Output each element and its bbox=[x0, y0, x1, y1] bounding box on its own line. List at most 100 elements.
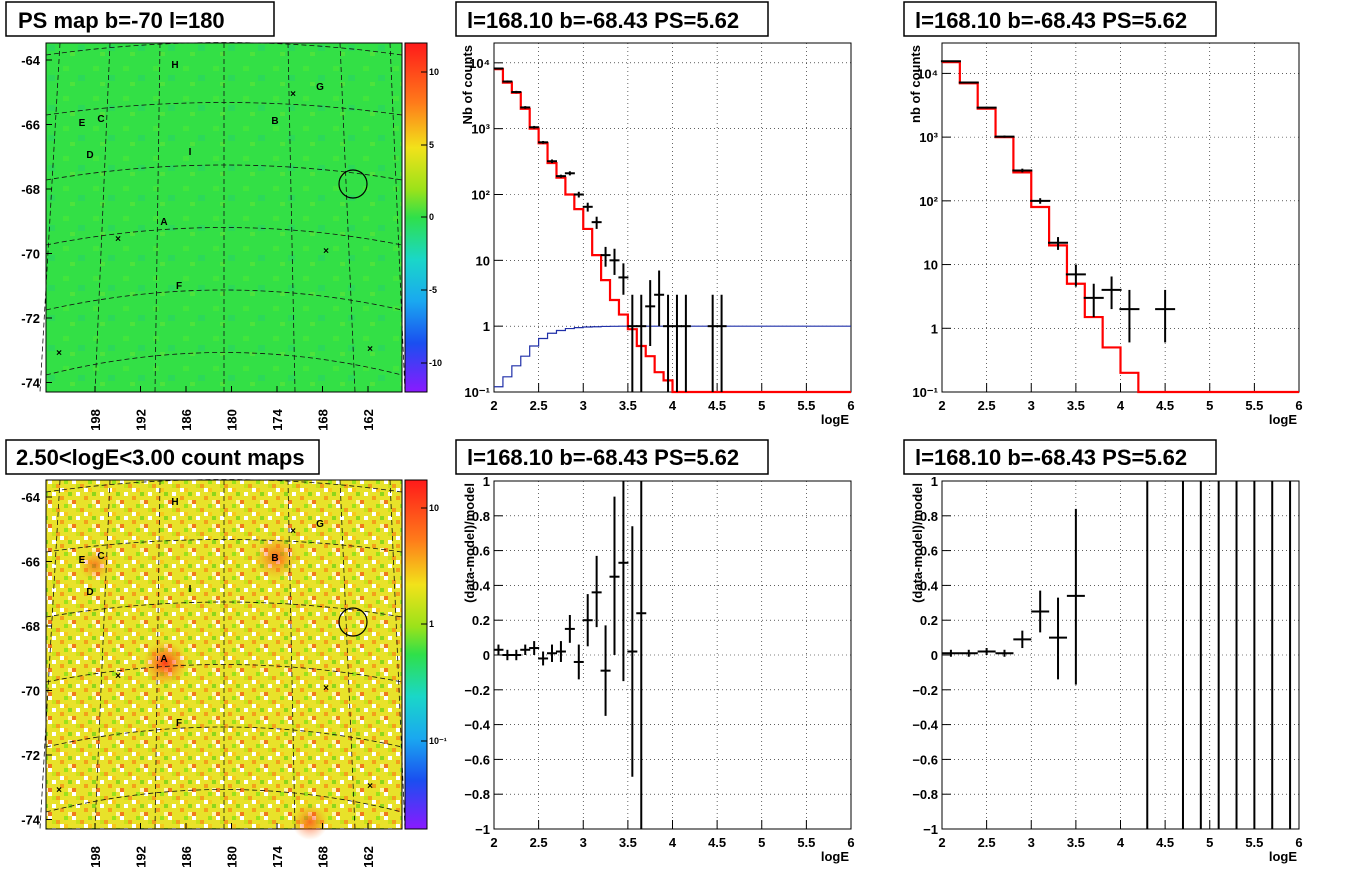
ps-map-lon-tick-label: 162 bbox=[361, 409, 376, 431]
residual-right-plot: 2 2.5 3 3.5 4 4.5 5 5.5 6 −1 −0.8 −0.6 −0.4 −0.2 0 0.2 0… bbox=[910, 474, 1303, 864]
y-tick-label: 1 bbox=[483, 319, 490, 334]
count-map-source-i: I bbox=[189, 584, 192, 595]
count-colorbar-tick-label: 10 bbox=[429, 503, 439, 513]
spec-left-title: l=168.10 b=-68.43 PS=5.62 bbox=[467, 8, 739, 33]
count-map-source-a: A bbox=[160, 654, 167, 665]
x-tick-label: 4 bbox=[669, 835, 677, 850]
x-tick-label: 4.5 bbox=[1156, 398, 1174, 413]
x-axis-label: logE bbox=[821, 412, 849, 427]
ps-map-lon-tick-label: 168 bbox=[316, 409, 331, 431]
y-tick-label: −0.6 bbox=[464, 752, 490, 767]
ps-map-cross-2: × bbox=[290, 89, 296, 100]
x-tick-label: 5.5 bbox=[1245, 398, 1263, 413]
x-tick-label: 6 bbox=[1295, 835, 1302, 850]
y-tick-label: 1 bbox=[483, 474, 490, 489]
count-map-lon-tick-label: 162 bbox=[361, 846, 376, 868]
y-axis-label: nb of counts bbox=[908, 45, 923, 123]
ps-map-source-e: E bbox=[79, 118, 86, 129]
y-tick-label: 0.6 bbox=[920, 544, 938, 559]
y-tick-label: −0.8 bbox=[912, 787, 938, 802]
ps-map-lon-tick-label: 198 bbox=[88, 409, 103, 431]
ps-map-lat-tick-label: -72 bbox=[21, 311, 40, 326]
count-map-cross-2: × bbox=[290, 526, 296, 537]
y-axis-label: (data-model)/model bbox=[462, 483, 477, 603]
spec-right-title-box bbox=[903, 1, 1217, 37]
ps-map-lat-tick-label: -74 bbox=[21, 376, 41, 391]
count-map-lat-tick-label: -64 bbox=[21, 490, 41, 505]
count-map-source-c: C bbox=[97, 551, 104, 562]
ps-colorbar-tick-label: 10 bbox=[429, 67, 439, 77]
x-tick-label: 3 bbox=[1028, 835, 1035, 850]
ps-map-target-circle bbox=[338, 169, 368, 199]
x-tick-label: 5 bbox=[758, 398, 765, 413]
x-tick-label: 4.5 bbox=[1156, 835, 1174, 850]
x-tick-label: 4.5 bbox=[708, 398, 726, 413]
ps-map-source-d: D bbox=[86, 150, 93, 161]
ps-map-lat-tick-label: -66 bbox=[21, 118, 40, 133]
resid-right-title-group: l=168.10 b=-68.43 PS=5.62 bbox=[903, 439, 1217, 475]
x-tick-label: 4 bbox=[669, 398, 677, 413]
y-tick-label: 10 bbox=[924, 258, 938, 273]
resid-left-title: l=168.10 b=-68.43 PS=5.62 bbox=[467, 445, 739, 470]
count-map-source-d: D bbox=[86, 587, 93, 598]
count-map-source-f: F bbox=[176, 718, 182, 729]
ps-colorbar-tick-label: 0 bbox=[429, 212, 434, 222]
spec-left-title-group: l=168.10 b=-68.43 PS=5.62 bbox=[455, 1, 769, 37]
count-colorbar-tick-label: 1 bbox=[429, 619, 434, 629]
ps-map-cross-4: × bbox=[367, 344, 373, 355]
y-tick-label: −0.2 bbox=[912, 683, 938, 698]
x-tick-label: 3.5 bbox=[619, 398, 637, 413]
y-tick-label: 0.8 bbox=[472, 509, 490, 524]
ps-map-lat-tick-label: -64 bbox=[21, 53, 41, 68]
x-tick-label: 2 bbox=[490, 835, 497, 850]
y-tick-label: 10⁴ bbox=[917, 66, 938, 81]
y-tick-label: −0.2 bbox=[464, 683, 490, 698]
ps-map-lat-tick-label: -70 bbox=[21, 247, 40, 262]
x-tick-label: 2 bbox=[938, 398, 945, 413]
y-tick-label: 10⁻¹ bbox=[912, 385, 938, 400]
y-tick-label: 1 bbox=[931, 474, 938, 489]
x-tick-label: 5.5 bbox=[1245, 835, 1263, 850]
plot-frame bbox=[941, 480, 1300, 830]
y-tick-label: −0.4 bbox=[912, 718, 938, 733]
resid-left-title-box bbox=[455, 439, 769, 475]
count-map-lon-tick-label: 174 bbox=[270, 845, 285, 867]
plot-frame bbox=[493, 480, 852, 830]
ps-map-cross-0: × bbox=[115, 234, 121, 245]
y-tick-label: 10² bbox=[471, 187, 490, 202]
x-axis-label: logE bbox=[1269, 849, 1297, 864]
x-tick-label: 2.5 bbox=[978, 835, 996, 850]
x-tick-label: 6 bbox=[847, 835, 854, 850]
count-map-cross-1: × bbox=[323, 683, 329, 694]
count-map-source-b: B bbox=[271, 553, 278, 564]
ps-map-lat-ticks: -64 -66 -68 -70 -72 -74 bbox=[21, 53, 52, 391]
x-tick-label: 3.5 bbox=[1067, 398, 1085, 413]
resid-right-title-box bbox=[903, 439, 1217, 475]
y-tick-label: 10² bbox=[919, 194, 938, 209]
x-axis-label: logE bbox=[1269, 412, 1297, 427]
y-tick-label: 1 bbox=[931, 321, 938, 336]
count-map-cross-0: × bbox=[115, 671, 121, 682]
count-map-lon-ticks: 198 192 186 180 174 168 162 bbox=[88, 823, 376, 868]
x-tick-label: 5.5 bbox=[797, 398, 815, 413]
spec-right-title: l=168.10 b=-68.43 PS=5.62 bbox=[915, 8, 1187, 33]
count-map-source-h: H bbox=[171, 497, 178, 508]
x-tick-label: 6 bbox=[1295, 398, 1302, 413]
count-map-cross-3: × bbox=[56, 785, 62, 796]
ps-map-source-g: G bbox=[316, 82, 324, 93]
y-tick-label: 10⁻¹ bbox=[464, 385, 490, 400]
ps-map-source-f: F bbox=[176, 281, 182, 292]
ps-map-lon-tick-label: 192 bbox=[134, 409, 149, 431]
spec-left-title-box bbox=[455, 1, 769, 37]
y-axis-label: Nb of counts bbox=[460, 45, 475, 124]
count-map-hotspot-b bbox=[254, 535, 298, 579]
ps-map-lon-tick-label: 180 bbox=[225, 409, 240, 431]
x-tick-label: 6 bbox=[847, 398, 854, 413]
x-tick-label: 5 bbox=[1206, 835, 1213, 850]
y-tick-label: 0.6 bbox=[472, 544, 490, 559]
plot-frame bbox=[941, 42, 1300, 393]
x-tick-label: 2 bbox=[490, 398, 497, 413]
y-tick-label: 0.2 bbox=[472, 613, 490, 628]
count-map-lon-tick-label: 192 bbox=[134, 846, 149, 868]
